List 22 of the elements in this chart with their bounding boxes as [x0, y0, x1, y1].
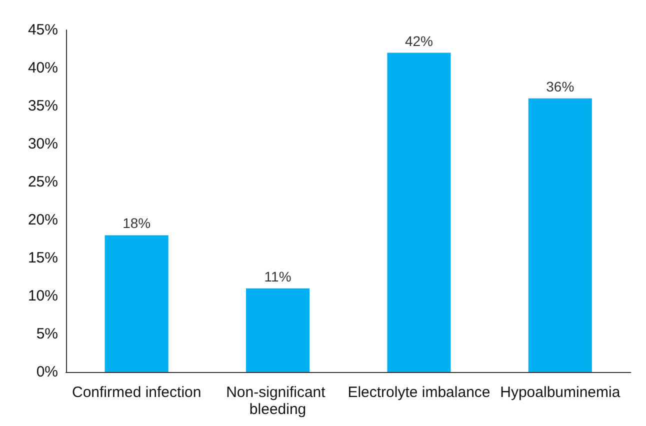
x-tick-label: Electrolyte imbalance — [348, 384, 490, 401]
data-label: 11% — [264, 268, 292, 284]
y-tick-label: 10% — [28, 288, 58, 304]
y-tick-label: 30% — [28, 136, 58, 152]
bar — [104, 235, 168, 372]
y-tick-label: 20% — [28, 212, 58, 228]
y-tick-label: 15% — [28, 250, 58, 266]
y-tick-label: 45% — [28, 22, 58, 38]
y-tick-label: 0% — [36, 364, 58, 380]
y-tick-label: 5% — [36, 326, 58, 342]
y-tick-label: 25% — [28, 174, 58, 190]
x-tick-label: Non-significant bleeding — [226, 384, 330, 418]
bar — [387, 52, 451, 372]
data-label: 18% — [122, 215, 151, 232]
bar — [528, 98, 592, 372]
y-tick-label: 35% — [28, 98, 58, 114]
x-tick-label: Hypoalbuminemia — [500, 384, 621, 401]
bar — [246, 288, 310, 372]
y-tick-label: 40% — [28, 60, 58, 76]
data-label: 42% — [404, 32, 433, 49]
x-tick-label: Confirmed infection — [72, 384, 202, 401]
data-label: 36% — [546, 78, 574, 94]
